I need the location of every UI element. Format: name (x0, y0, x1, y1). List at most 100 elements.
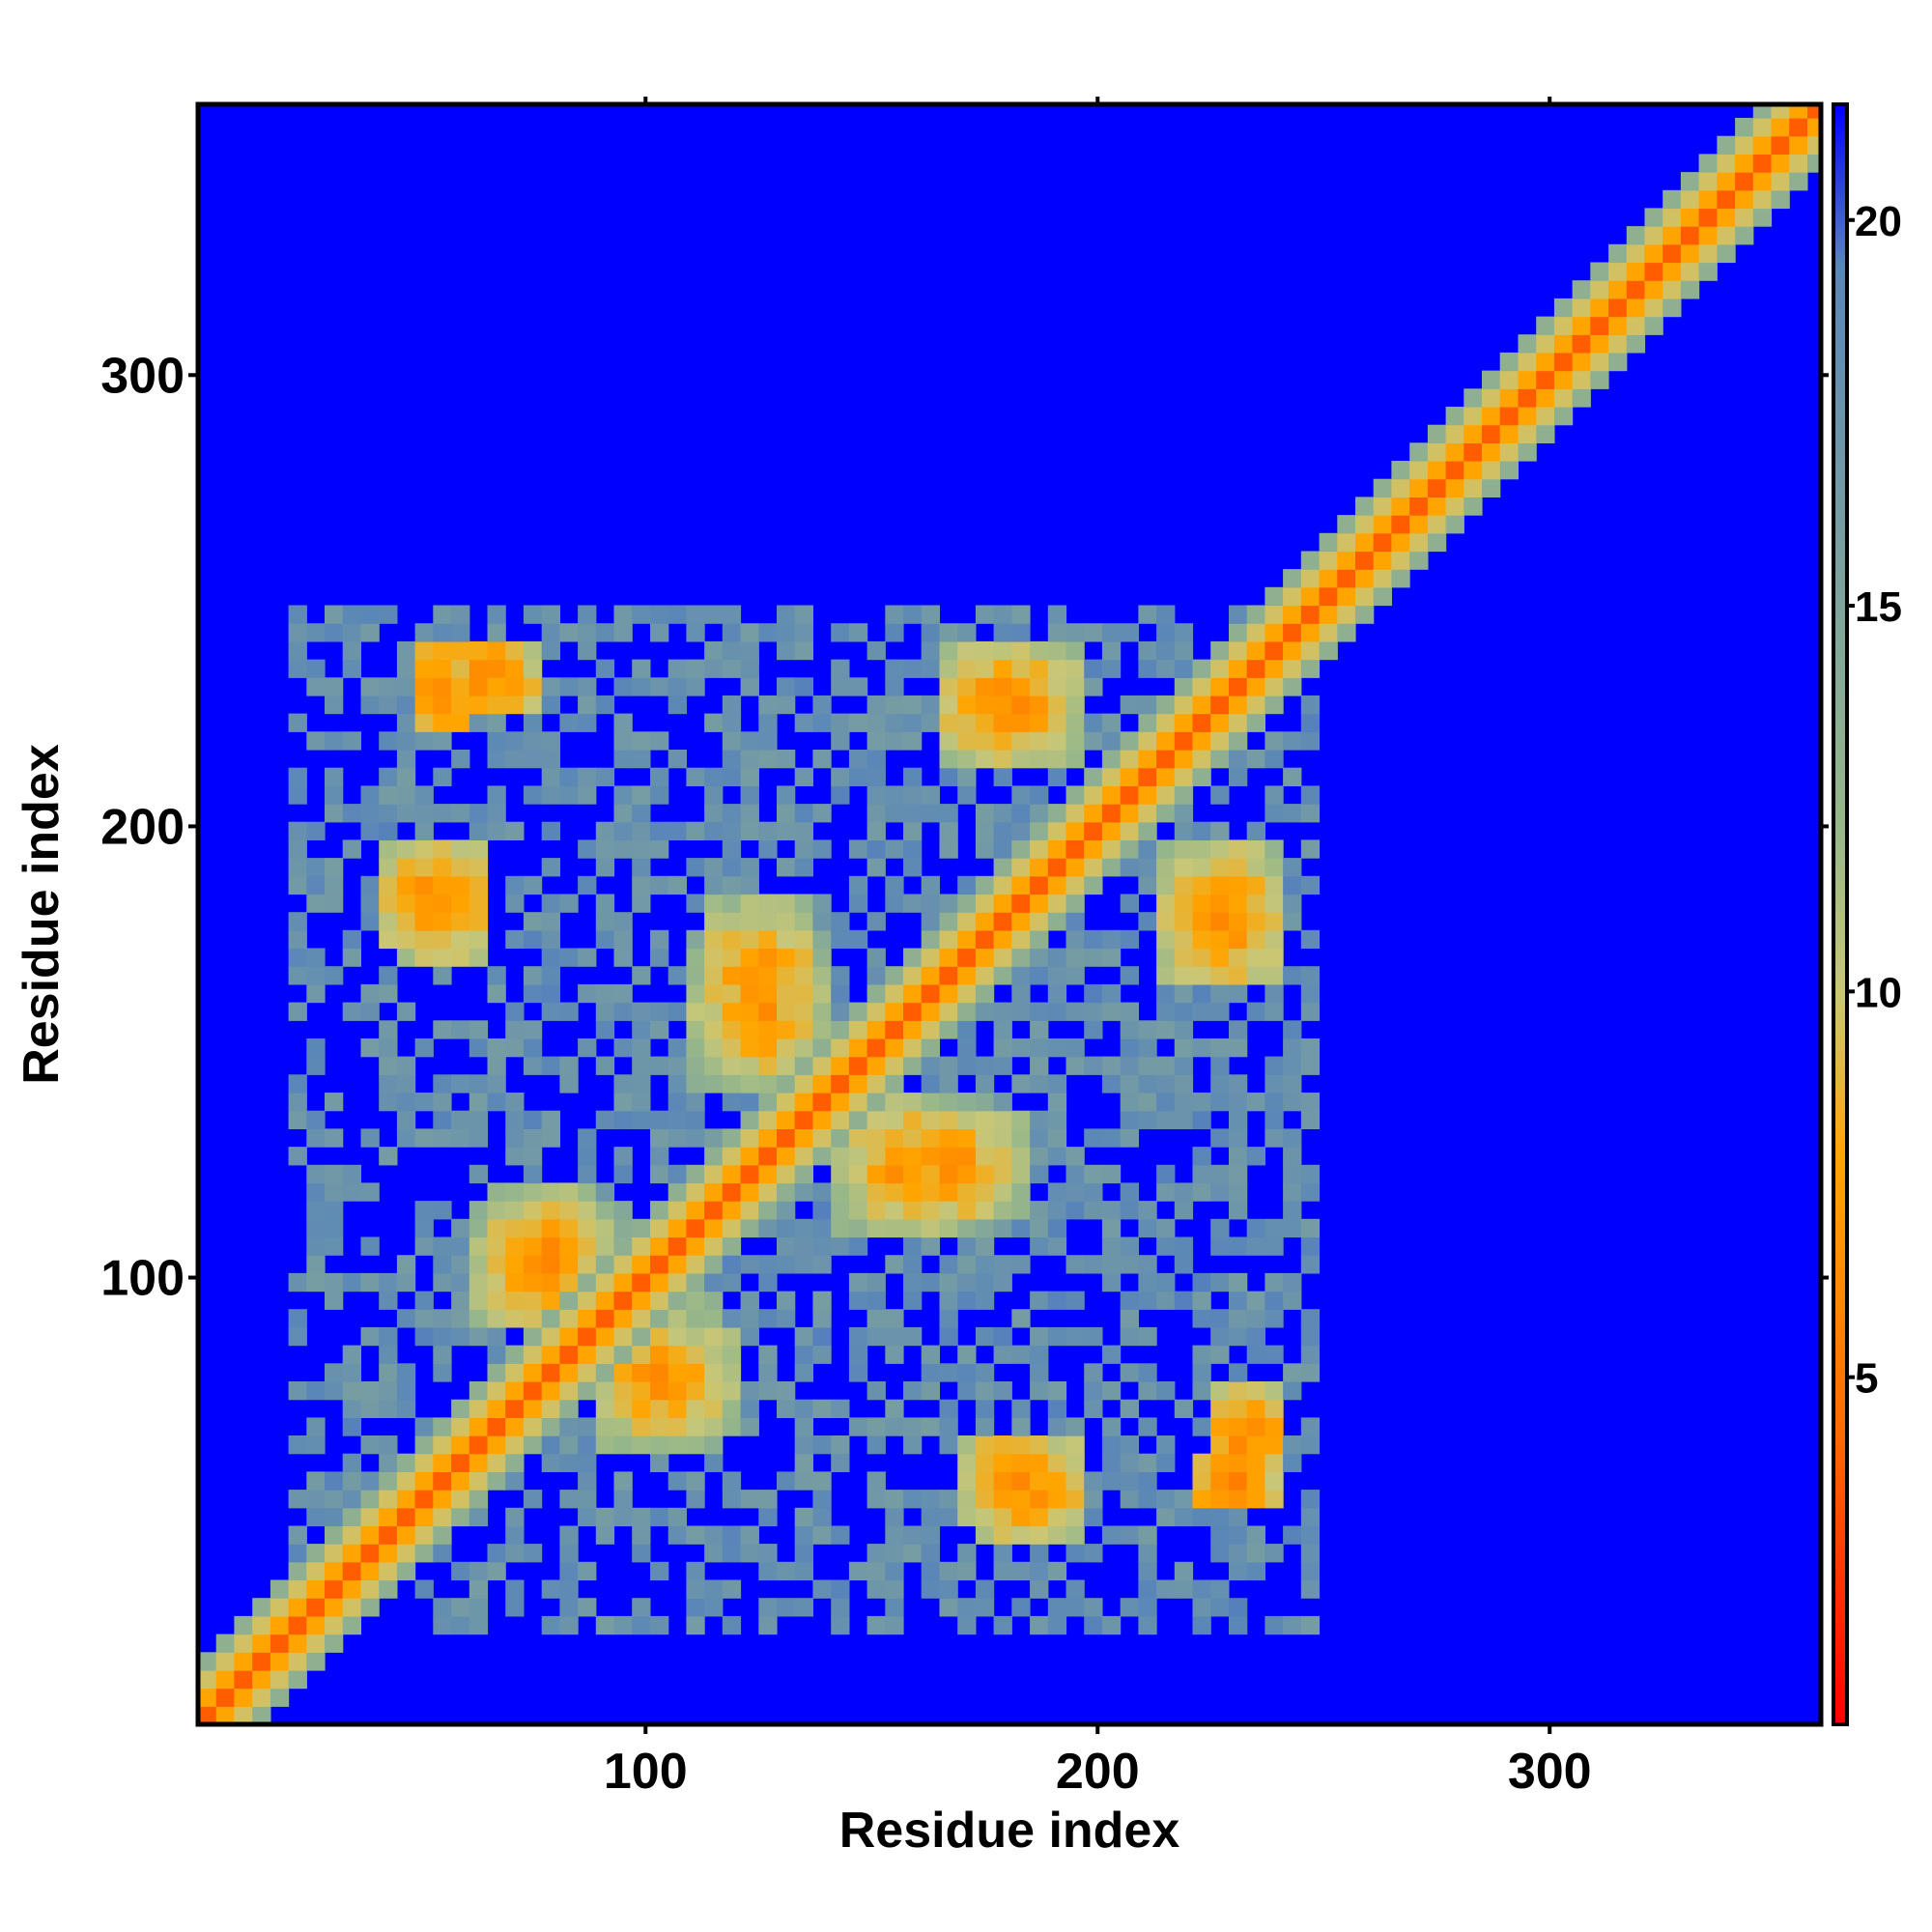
heatmap-cell (957, 1182, 977, 1202)
heatmap-cell (1229, 1201, 1248, 1220)
heatmap-cell (342, 1164, 361, 1184)
heatmap-cell (777, 1218, 796, 1238)
heatmap-cell (903, 1182, 923, 1202)
heatmap-cell (668, 1399, 687, 1418)
heatmap-cell (1030, 1074, 1049, 1094)
heatmap-cell (1300, 1525, 1321, 1545)
heatmap-cell (325, 1182, 344, 1202)
heatmap-cell (1680, 262, 1700, 281)
heatmap-cell (758, 894, 778, 913)
heatmap-cell (794, 929, 813, 950)
heatmap-cell (903, 605, 923, 624)
heatmap-cell (993, 1381, 1012, 1401)
heatmap-cell (1156, 912, 1176, 931)
heatmap-cell (1264, 929, 1284, 950)
heatmap-cell (1138, 1417, 1157, 1436)
heatmap-cell (975, 929, 995, 950)
heatmap-cell (379, 1561, 398, 1581)
heatmap-cell (1300, 1255, 1321, 1274)
heatmap-cell (306, 821, 326, 840)
heatmap-cell (867, 731, 886, 751)
heatmap-cell (1192, 1579, 1211, 1599)
heatmap-cell (1300, 605, 1321, 624)
heatmap-cell (1047, 713, 1067, 732)
heatmap-cell (794, 1093, 813, 1112)
heatmap-cell (1283, 1164, 1302, 1184)
heatmap-cell (1499, 370, 1519, 389)
heatmap-cell (758, 713, 778, 732)
heatmap-cell (451, 1074, 470, 1094)
heatmap-cell (559, 785, 579, 805)
heatmap-cell (885, 659, 904, 678)
heatmap-cell (1463, 388, 1483, 408)
heatmap-cell (740, 804, 759, 823)
heatmap-cell (1065, 677, 1085, 696)
heatmap-cell (831, 1435, 850, 1455)
heatmap-cell (740, 1218, 759, 1238)
heatmap-cell (578, 1309, 597, 1328)
heatmap-cell (559, 1345, 579, 1364)
heatmap-cell (975, 912, 995, 931)
heatmap-cell (1192, 1002, 1211, 1021)
heatmap-cell (1120, 695, 1139, 715)
heatmap-cell (812, 1002, 832, 1021)
heatmap-cell (288, 1272, 307, 1293)
heatmap-cell (848, 1345, 868, 1364)
heatmap-cell (758, 1201, 778, 1220)
heatmap-cell (252, 1669, 271, 1690)
heatmap-cell (704, 1291, 724, 1310)
heatmap-cell (1264, 912, 1284, 931)
heatmap-cell (1771, 135, 1790, 155)
heatmap-cell (451, 1417, 470, 1436)
heatmap-cell (1174, 894, 1194, 913)
heatmap-cell (831, 1002, 850, 1021)
heatmap-cell (613, 1471, 633, 1491)
heatmap-cell (812, 1309, 832, 1328)
heatmap-cell (505, 1579, 525, 1599)
heatmap-cell (342, 1363, 361, 1382)
heatmap-cell (325, 1579, 344, 1599)
heatmap-cell (758, 1381, 778, 1401)
heatmap-cell (740, 948, 759, 967)
heatmap-cell (777, 623, 796, 642)
heatmap-cell (993, 1453, 1012, 1472)
heatmap-cell (559, 894, 579, 913)
heatmap-cell (505, 875, 525, 895)
heatmap-cell (668, 1182, 687, 1202)
heatmap-cell (541, 1182, 560, 1202)
heatmap-cell (1229, 875, 1248, 895)
heatmap-cell (704, 1147, 724, 1166)
heatmap-cell (1229, 1038, 1248, 1058)
heatmap-cell (921, 605, 940, 624)
heatmap-cell (451, 1272, 470, 1293)
heatmap-cell (957, 1110, 977, 1129)
heatmap-cell (1283, 640, 1302, 661)
heatmap-cell (1771, 104, 1790, 119)
heatmap-cell (939, 1490, 958, 1509)
heatmap-cell (740, 821, 759, 840)
heatmap-cell (396, 1561, 416, 1581)
heatmap-cell (975, 1002, 995, 1021)
heatmap-cell (1246, 1093, 1265, 1112)
heatmap-cell (1553, 334, 1574, 354)
heatmap-cell (939, 1417, 958, 1436)
heatmap-cell (505, 1363, 525, 1382)
heatmap-cell (451, 1471, 470, 1491)
heatmap-cell (921, 948, 940, 967)
heatmap-cell (777, 966, 796, 985)
heatmap-cell (1120, 785, 1139, 805)
heatmap-cell (469, 1164, 489, 1184)
heatmap-cell (198, 1669, 217, 1690)
heatmap-cell (523, 695, 543, 715)
heatmap-cell (288, 1110, 307, 1129)
heatmap-cell (523, 1417, 543, 1436)
heatmap-cell (921, 1525, 940, 1545)
heatmap-cell (1065, 1147, 1085, 1166)
heatmap-cell (1246, 1002, 1265, 1021)
heatmap-cell (523, 1309, 543, 1328)
heatmap-cell (740, 677, 759, 696)
heatmap-cell (541, 1236, 560, 1256)
heatmap-cell (451, 1020, 470, 1039)
heatmap-cell (1138, 1490, 1157, 1509)
heatmap-cell (1065, 1490, 1085, 1509)
